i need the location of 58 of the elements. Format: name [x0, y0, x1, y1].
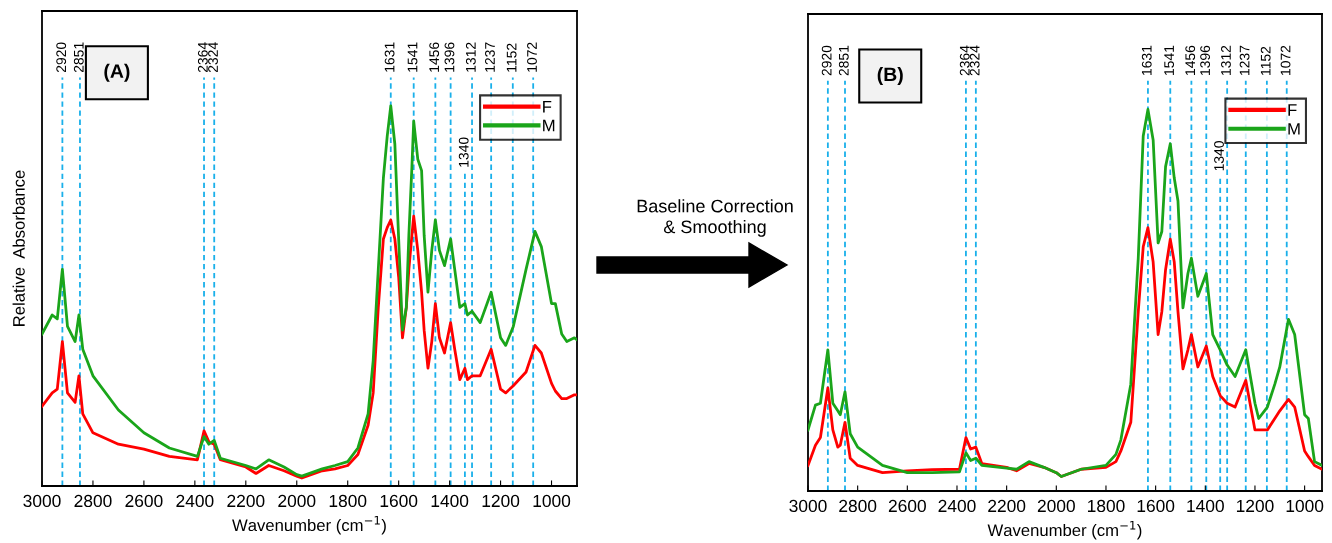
x-tick-label: 2200: [227, 494, 265, 508]
ref-line-label: 1631: [1141, 45, 1152, 75]
ref-line-label: 2851: [838, 45, 849, 76]
ref-line-label: 2364: [197, 42, 208, 73]
ref-line-label: 1237: [485, 42, 495, 72]
x-axis-title: Wavenumber (cm$^{−1}$): [232, 516, 386, 535]
ref-line-label: 2324: [969, 45, 980, 76]
ref-line-label: 1152: [1260, 46, 1271, 75]
ref-line-label: 1072: [1280, 45, 1291, 75]
ref-line-label: 2920: [821, 45, 832, 76]
x-axis-title: Wavenumber (cm$^{−1}$): [987, 521, 1142, 540]
x-tick-label: 2600: [125, 494, 163, 508]
ref-line-label: 2324: [208, 42, 218, 73]
ref-line-label: 2851: [73, 42, 84, 73]
x-tick-label: 1600: [380, 494, 418, 508]
x-tick-label: 1200: [1236, 499, 1274, 513]
ref-line-label: 1456: [429, 42, 440, 72]
legend-label: M: [543, 119, 555, 132]
ref-line-label: 1072: [527, 42, 537, 72]
x-tick-label: 2400: [176, 494, 214, 508]
x-tick-label: 2000: [1037, 499, 1075, 513]
x-tick-label: 1400: [1187, 499, 1224, 513]
ref-line-label: 1396: [444, 42, 455, 72]
ref-line-label: 1152: [506, 43, 517, 72]
ref-line-label: 1312: [1221, 45, 1231, 75]
ref-line-label: 2364: [959, 45, 970, 76]
x-tick-label: 1000: [533, 494, 571, 508]
x-tick-label: 3000: [789, 499, 827, 513]
x-tick-label: 1600: [1137, 499, 1175, 513]
x-tick-label: 1800: [1087, 499, 1125, 513]
ref-line-label: 1541: [1164, 45, 1175, 75]
x-tick-label: 2000: [278, 494, 316, 508]
ref-line-label: 2920: [56, 42, 67, 73]
text: Baseline Correction & Smoothing: [637, 199, 793, 237]
x-tick-label: 1200: [482, 494, 520, 508]
text: (A): [104, 63, 130, 82]
ref-line-label: 1456: [1185, 45, 1196, 75]
x-tick-label: 2600: [888, 499, 926, 513]
legend-label: M: [1288, 123, 1300, 135]
y-axis-title: Relative Absorbance: [12, 170, 25, 326]
x-tick-label: 2800: [839, 499, 877, 513]
legend-label: F: [543, 100, 552, 113]
x-tick-label: 1800: [329, 494, 367, 508]
x-tick-label: 1400: [431, 494, 469, 508]
ref-line-label: 1237: [1239, 45, 1250, 75]
legend-label: F: [1288, 104, 1297, 116]
x-tick-label: 2400: [938, 499, 976, 513]
x-tick-label: 1000: [1286, 499, 1324, 513]
ref-line-label: 1340: [458, 137, 469, 167]
x-tick-label: 2800: [74, 494, 112, 508]
ref-line-label: 1541: [407, 42, 418, 72]
text: (B): [877, 66, 903, 86]
ref-line-label: 1396: [1200, 45, 1211, 75]
ref-line-label: 1340: [1214, 141, 1224, 171]
ref-line-label: 1631: [384, 42, 395, 72]
ref-line-label: 1312: [465, 42, 476, 72]
x-tick-label: 3000: [23, 494, 61, 508]
x-tick-label: 2200: [988, 499, 1026, 513]
